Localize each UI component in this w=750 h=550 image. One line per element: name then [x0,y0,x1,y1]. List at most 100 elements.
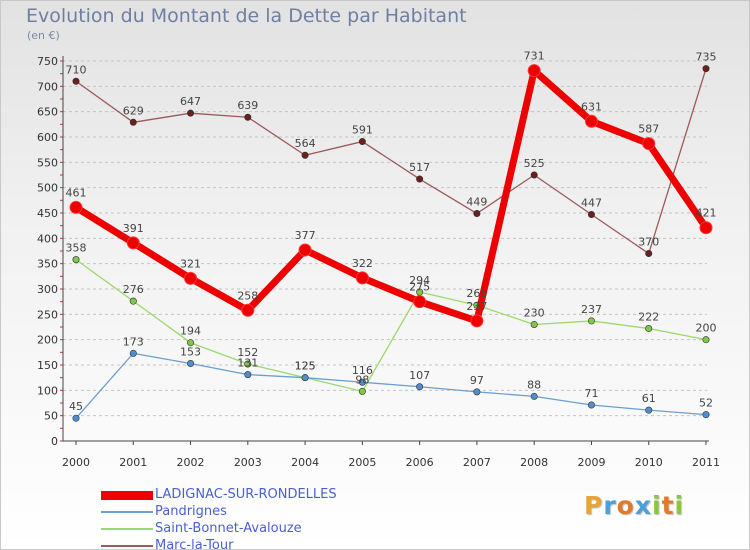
y-tick-label: 300 [37,283,58,296]
data-label: 153 [180,345,201,358]
data-point [126,236,140,250]
series-line-pandrignes [75,352,707,419]
data-point [244,360,252,368]
data-label: 525 [524,157,545,170]
axes: 0 50 100 150 200 250 300 350 400 450 500 550 600 650 7… [37,55,720,469]
data-label: 230 [524,306,545,319]
data-label: 391 [123,222,144,235]
y-tick-label: 650 [37,106,58,119]
x-tick-label: 2001 [119,456,147,469]
x-tick-label: 2006 [406,456,434,469]
legend-label: LADIGNAC-SUR-RONDELLES [155,487,337,502]
logo-letter: i [674,491,685,520]
data-point [413,295,427,309]
x-tick-label: 2005 [348,456,376,469]
legend-swatch [101,490,153,500]
data-label: 275 [409,281,430,294]
data-point [645,325,653,333]
x-tick-label: 2007 [463,456,491,469]
data-point [301,374,309,382]
data-label: 447 [581,197,602,210]
data-point [72,414,80,422]
data-label: 61 [642,392,656,405]
data-point [699,221,713,235]
x-tick-label: 2008 [520,456,548,469]
data-point [530,320,538,328]
data-label: 321 [180,257,201,270]
data-label: 461 [66,186,87,199]
data-label: 237 [466,300,487,313]
data-label: 591 [352,124,373,137]
data-label: 152 [237,346,258,359]
data-point [241,303,255,317]
data-point [702,336,710,344]
proxiti-logo: Proxiti [584,491,684,520]
data-label: 71 [584,387,598,400]
data-point [473,210,481,218]
y-tick-label: 450 [37,207,58,220]
data-point [129,297,137,305]
data-point [587,401,595,409]
series-line-ladignac-sur-rondelles [72,67,710,325]
data-label: 222 [638,311,659,324]
x-tick-label: 2011 [692,456,720,469]
data-point [184,271,198,285]
logo-letter: t [661,491,675,520]
chart-unit-label: (en €) [27,29,60,42]
data-point [470,314,484,328]
data-point [473,388,481,396]
y-tick-label: 500 [37,182,58,195]
data-point [69,200,83,214]
data-label: 131 [237,357,258,370]
data-point [645,406,653,414]
y-tick-label: 550 [37,156,58,169]
data-point [416,383,424,391]
data-point [358,138,366,146]
data-point [530,392,538,400]
data-label: 52 [699,397,713,410]
data-label: 45 [69,400,83,413]
logo-letter: P [584,491,604,520]
x-tick-label: 2010 [635,456,663,469]
data-label: 258 [237,289,258,302]
data-point [358,387,366,395]
y-tick-label: 250 [37,308,58,321]
x-tick-label: 2009 [577,456,605,469]
legend-label: Pandrignes [155,504,227,519]
data-label: 421 [696,207,717,220]
series-line-saint-bonnet-avalouze [75,258,707,392]
data-label: 173 [123,335,144,348]
data-point [72,256,80,264]
x-tick-label: 2000 [62,456,90,469]
data-point [187,359,195,367]
y-tick-label: 400 [37,232,58,245]
data-label: 237 [581,303,602,316]
data-label: 97 [470,374,484,387]
data-label: 370 [638,236,659,249]
logo-letter: x [634,491,652,520]
data-point [301,151,309,159]
x-tick-label: 2003 [234,456,262,469]
data-point [645,250,653,258]
data-label: 276 [123,283,144,296]
data-point [244,371,252,379]
data-point [355,271,369,285]
data-label: 98 [355,373,369,386]
y-tick-label: 0 [51,435,58,448]
data-point [244,113,252,121]
data-label: 735 [696,51,717,64]
x-tick-label: 2002 [177,456,205,469]
y-tick-label: 200 [37,334,58,347]
data-point [416,175,424,183]
legend-swatch [101,528,153,530]
data-point [527,64,541,78]
chart-title: Evolution du Montant de la Dette par Hab… [26,5,467,27]
data-label: 194 [180,325,201,338]
legend-swatch [101,545,153,547]
data-point [587,317,595,325]
data-point [642,137,656,151]
data-point [129,118,137,126]
data-point [702,411,710,419]
